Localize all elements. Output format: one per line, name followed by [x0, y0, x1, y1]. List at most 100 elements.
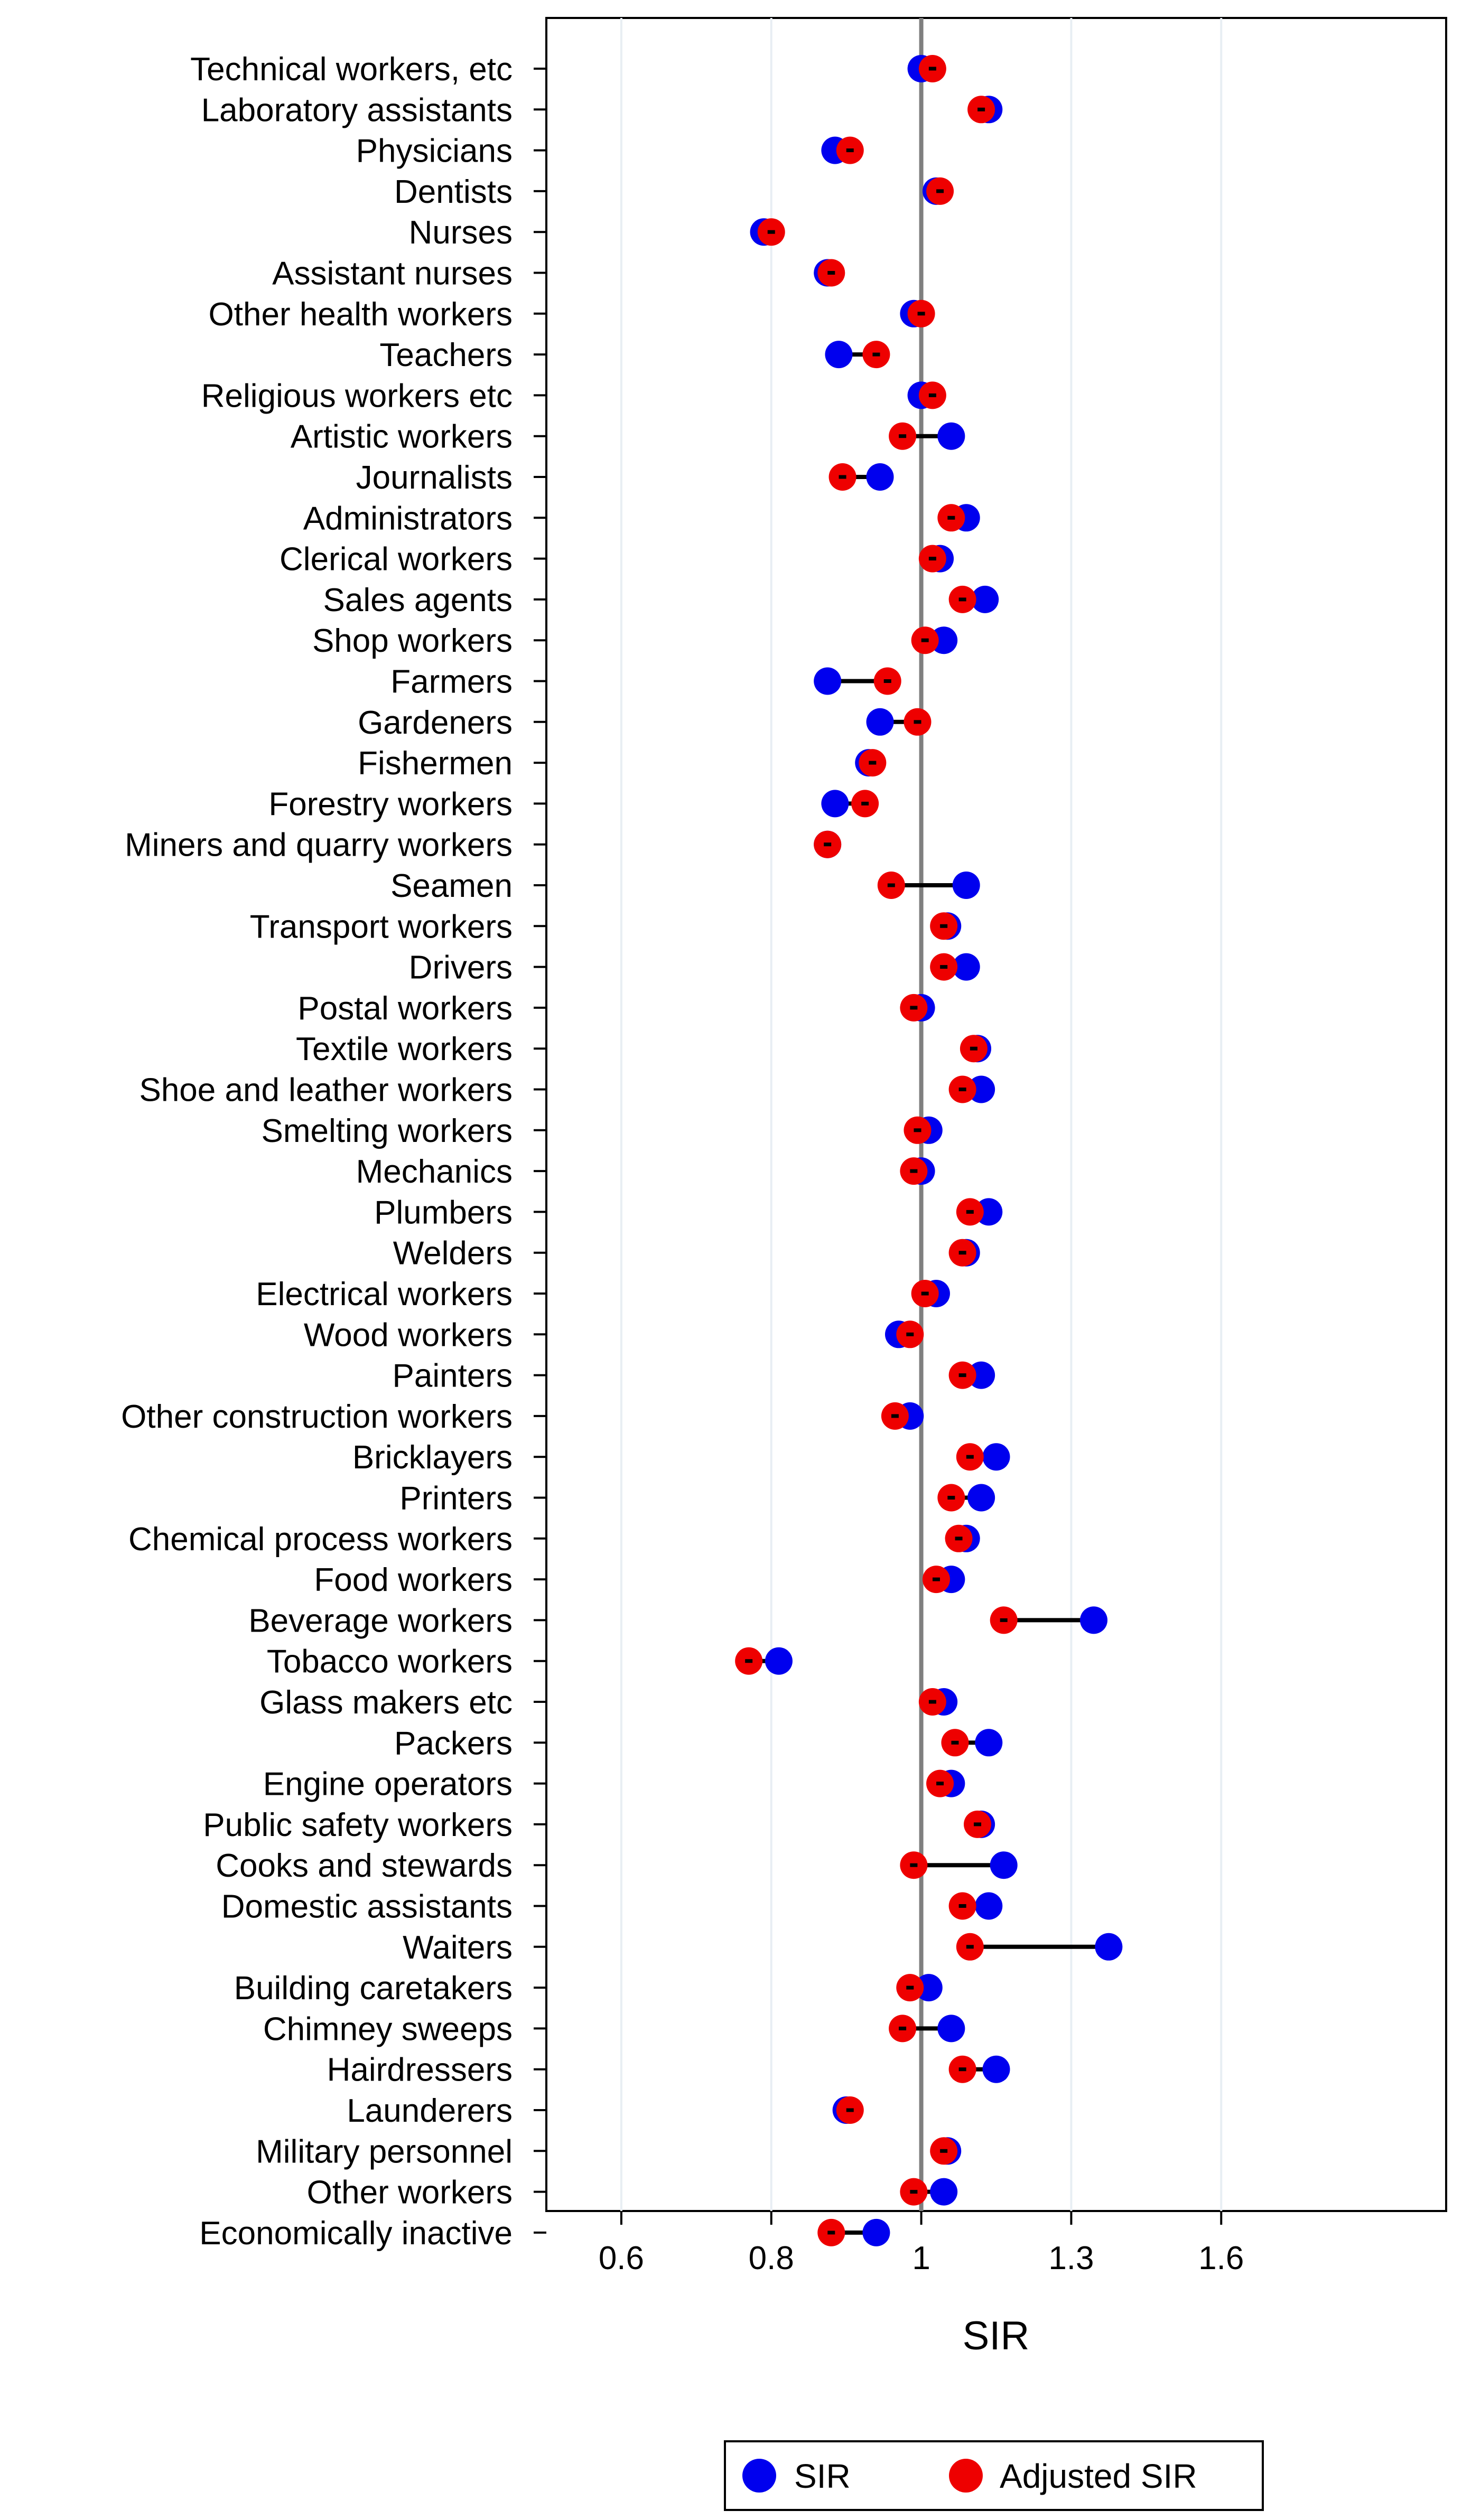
dumbbell-row	[735, 1647, 793, 1675]
sir-point	[937, 422, 965, 450]
dumbbell-row	[956, 1198, 1003, 1226]
sir-point	[971, 585, 999, 613]
tick-label-0: 0.6	[599, 2240, 644, 2277]
category-label: Laboratory assistants	[201, 92, 513, 128]
category-label: Farmers	[390, 664, 513, 700]
dumbbell-row	[967, 96, 1003, 124]
dumbbell-row	[945, 1524, 980, 1552]
category-label: Military personnel	[256, 2133, 513, 2170]
category-label: Public safety workers	[203, 1807, 513, 1843]
category-label: Waiters	[403, 1929, 513, 1966]
category-label: Wood workers	[304, 1317, 513, 1353]
category-label: Seamen	[390, 868, 513, 904]
dumbbell-row	[900, 1157, 935, 1185]
plot-frame	[545, 17, 1447, 2212]
dumbbell-row	[956, 1933, 1123, 1961]
category-label: Glass makers etc	[259, 1684, 513, 1721]
category-label: Cooks and stewards	[216, 1848, 513, 1884]
dumbbell-row	[814, 259, 845, 287]
category-label: Plumbers	[374, 1194, 513, 1231]
sir-point	[1095, 1933, 1123, 1961]
category-label: Forestry workers	[268, 786, 513, 822]
category-label: Drivers	[409, 950, 513, 986]
sir-point	[990, 1851, 1018, 1879]
sir-point	[930, 2178, 958, 2206]
dumbbell-row	[904, 1116, 943, 1144]
category-label: Other health workers	[209, 296, 513, 333]
category-label: Bricklayers	[352, 1439, 513, 1476]
tick-label-3: 1.3	[1048, 2240, 1094, 2277]
category-label: Teachers	[379, 337, 513, 373]
dumbbell-row	[930, 2137, 962, 2165]
sir-point	[1079, 1606, 1107, 1634]
category-label: Welders	[393, 1235, 513, 1272]
category-label: Packers	[394, 1725, 513, 1762]
dumbbell-row	[922, 177, 954, 205]
sir-point	[866, 708, 894, 736]
category-label: Textile workers	[296, 1031, 513, 1067]
dumbbell-row	[821, 136, 864, 164]
dumbbell-row	[750, 218, 785, 246]
dumbbell-row	[828, 463, 894, 491]
category-label: Miners and quarry workers	[125, 827, 513, 864]
category-label: Assistant nurses	[272, 256, 513, 292]
category-label: Mechanics	[356, 1154, 513, 1190]
dumbbell-row	[948, 585, 999, 613]
category-label: Physicians	[356, 133, 513, 170]
sir-point	[821, 790, 849, 818]
category-label: Smelting workers	[262, 1113, 513, 1149]
dumbbell-row	[814, 830, 842, 858]
category-label: Domestic assistants	[221, 1889, 513, 1925]
category-label: Building caretakers	[234, 1970, 513, 2007]
category-label: Sales agents	[323, 582, 513, 619]
category-label: Dentists	[394, 174, 513, 210]
tick-label-1: 0.8	[749, 2240, 794, 2277]
dumbbell-row	[948, 1361, 995, 1389]
sir-point	[866, 463, 894, 491]
category-label: Chemical process workers	[128, 1521, 513, 1558]
dumbbell-row	[918, 545, 954, 573]
dumbbell-row	[964, 1810, 995, 1838]
x-axis-ticks: 0.6 0.8 1 1.3 1.6	[599, 2211, 1244, 2277]
dumbbell-row	[889, 422, 965, 450]
category-label: Gardeners	[358, 705, 513, 741]
dumbbell-row	[937, 1484, 995, 1512]
category-label: Shoe and leather workers	[139, 1072, 513, 1109]
dumbbell-row	[948, 2055, 1010, 2083]
sir-point	[862, 2218, 890, 2246]
dumbbell-row	[866, 708, 932, 736]
dumbbell-row	[918, 1688, 958, 1716]
category-label: Beverage workers	[248, 1603, 513, 1639]
legend: SIR Adjusted SIR	[724, 2440, 1264, 2511]
sir-point	[825, 341, 853, 369]
category-label: Food workers	[314, 1562, 513, 1598]
sir-point	[952, 953, 980, 981]
category-label: Journalists	[356, 460, 513, 496]
dumbbell-row	[937, 504, 980, 532]
sir-point	[814, 667, 842, 695]
tick-label-2: 1	[912, 2240, 930, 2277]
sir-point	[975, 1729, 1003, 1757]
dumbbell-row	[896, 1974, 943, 2002]
tick-label-4: 1.6	[1198, 2240, 1244, 2277]
category-label: Electrical workers	[256, 1276, 513, 1313]
dumbbell-row	[956, 1443, 1010, 1471]
sir-point	[937, 2015, 965, 2043]
sir-point	[765, 1647, 793, 1675]
dumbbell-row	[930, 912, 962, 940]
category-labels: Technical workers, etc Laboratory assista…	[121, 51, 546, 2252]
legend-adjusted-sir-marker	[949, 2459, 983, 2493]
sir-point	[982, 2055, 1010, 2083]
category-label: Nurses	[409, 214, 513, 251]
category-label: Postal workers	[297, 990, 513, 1027]
sir-point	[982, 1443, 1010, 1471]
x-axis-title: SIR	[963, 2313, 1030, 2358]
dumbbell-row	[926, 1769, 965, 1797]
dumbbell-row	[900, 299, 935, 327]
dumbbell-row	[960, 1035, 992, 1063]
category-label: Chimney sweeps	[263, 2011, 513, 2047]
category-label: Tobacco workers	[267, 1644, 513, 1680]
category-label: Other workers	[307, 2175, 513, 2211]
category-label: Technical workers, etc	[190, 51, 513, 88]
